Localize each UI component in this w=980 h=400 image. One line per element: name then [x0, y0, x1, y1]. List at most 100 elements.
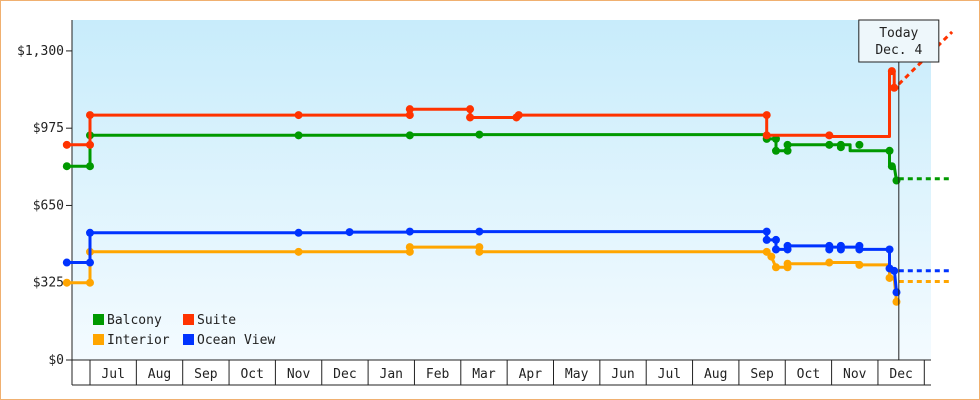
legend-label: Suite: [197, 313, 236, 328]
data-point: [783, 259, 792, 268]
x-tick-label: Oct: [797, 367, 820, 382]
data-point: [771, 235, 780, 244]
legend-label: Balcony: [107, 313, 162, 328]
data-point: [771, 146, 780, 155]
data-point: [887, 67, 896, 76]
data-point: [466, 113, 475, 122]
data-point: [294, 111, 303, 120]
data-point: [86, 258, 94, 267]
data-point: [825, 245, 834, 254]
data-point: [767, 252, 776, 261]
data-point: [86, 162, 94, 171]
data-point: [294, 247, 303, 256]
today-label: Today: [879, 26, 918, 41]
today-date: Dec. 4: [875, 43, 922, 58]
y-axis: $0 $325 $650 $975 $1,300: [17, 20, 73, 385]
legend-label: Interior: [107, 333, 170, 348]
data-point: [405, 227, 414, 236]
data-point: [855, 140, 864, 149]
data-point: [783, 241, 792, 250]
data-point: [885, 273, 894, 282]
data-point: [86, 278, 94, 287]
x-tick-label: Jun: [611, 367, 634, 382]
y-tick-label: $650: [33, 198, 64, 213]
data-point: [887, 162, 896, 171]
x-tick-label: Apr: [519, 367, 543, 382]
series-ocean-view: [62, 227, 953, 297]
plot-area: [72, 20, 931, 360]
data-point: [86, 228, 94, 237]
x-tick-label: Sep: [750, 367, 774, 382]
data-point: [825, 140, 834, 149]
x-tick-label: Dec: [333, 367, 356, 382]
y-tick-label: $975: [33, 121, 64, 136]
data-point: [825, 131, 834, 140]
data-point: [771, 263, 780, 272]
x-tick-label: Nov: [843, 367, 867, 382]
data-point: [62, 140, 71, 149]
x-tick-label: May: [565, 367, 589, 382]
y-tick-label: $1,300: [17, 44, 64, 59]
data-point: [405, 111, 414, 120]
series-balcony: [62, 130, 953, 185]
x-tick-label: Aug: [704, 367, 727, 382]
data-point: [762, 111, 771, 120]
x-tick-label: Jul: [101, 367, 124, 382]
data-point: [514, 111, 523, 120]
data-point: [62, 258, 71, 267]
legend-item: Suite: [183, 313, 236, 328]
today-marker: Today Dec. 4: [858, 19, 940, 360]
data-point: [885, 146, 894, 155]
data-point: [475, 227, 484, 236]
today-box: [858, 19, 940, 63]
legend: Balcony Suite Interior Ocean View: [93, 313, 275, 348]
data-point: [783, 140, 792, 149]
data-point: [825, 258, 834, 267]
x-tick-label: Dec: [889, 367, 912, 382]
legend-swatch: [183, 334, 194, 345]
legend-swatch: [183, 314, 194, 325]
data-point: [405, 105, 414, 114]
x-tick-label: Aug: [148, 367, 171, 382]
series-layer: [62, 30, 954, 306]
data-point: [345, 228, 354, 237]
data-point: [762, 227, 771, 236]
data-point: [405, 243, 414, 252]
legend-label: Ocean View: [197, 333, 275, 348]
data-point: [762, 131, 771, 140]
legend-item: Balcony: [93, 313, 162, 328]
data-point: [86, 111, 94, 120]
x-tick-label: Nov: [287, 367, 311, 382]
x-tick-label: Feb: [426, 367, 450, 382]
data-point: [62, 162, 71, 171]
legend-swatch: [93, 334, 104, 345]
data-point: [475, 247, 484, 256]
data-point: [836, 245, 845, 254]
data-point: [855, 245, 864, 254]
y-tick-label: $0: [48, 353, 64, 368]
data-point: [466, 105, 475, 114]
legend-item: Interior: [93, 333, 170, 348]
y-tick-label: $325: [33, 276, 64, 291]
data-point: [294, 131, 303, 140]
data-point: [836, 143, 845, 152]
data-point: [62, 278, 71, 287]
data-point: [405, 131, 414, 140]
x-tick-label: Oct: [240, 367, 263, 382]
x-tick-label: Sep: [194, 367, 218, 382]
data-point: [885, 245, 894, 254]
legend-swatch: [93, 314, 104, 325]
data-point: [86, 140, 94, 149]
data-point: [294, 228, 303, 237]
x-axis: Jul Aug Sep Oct Nov Dec Jan Feb Mar Apr May Jun Jul A…: [72, 359, 931, 386]
legend-item: Ocean View: [183, 333, 275, 348]
data-point: [890, 266, 899, 275]
data-point: [783, 146, 792, 155]
data-point: [762, 235, 771, 244]
x-tick-label: Mar: [472, 367, 496, 382]
data-point: [855, 260, 864, 269]
x-tick-label: Jul: [658, 367, 681, 382]
data-point: [771, 245, 780, 254]
data-point: [771, 134, 780, 143]
